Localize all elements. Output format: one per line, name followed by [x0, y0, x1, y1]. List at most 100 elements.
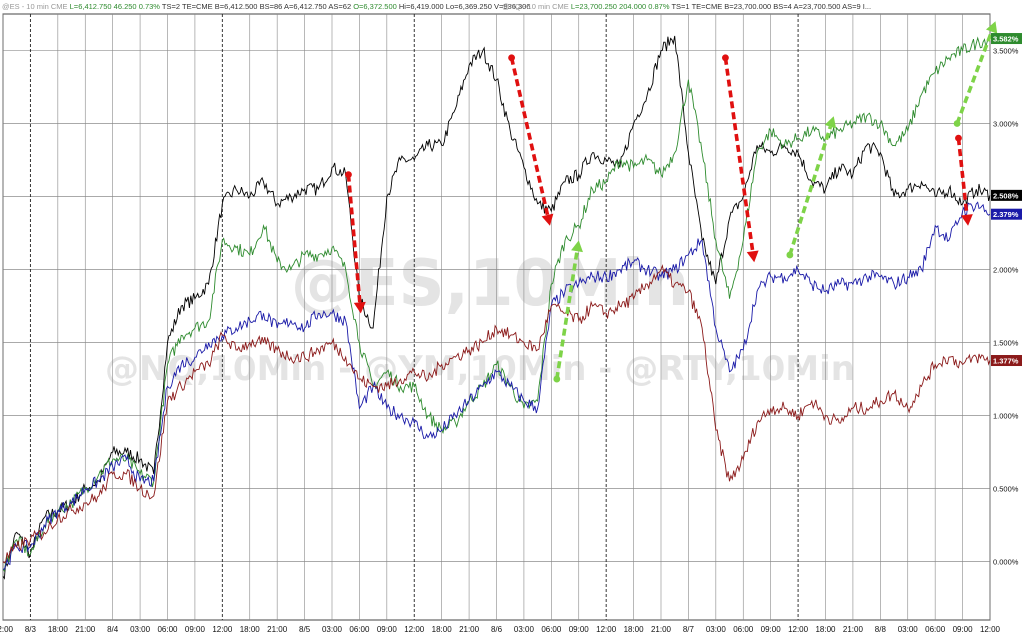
badge-label-rty: 1.377%	[993, 357, 1019, 366]
es-quote-field: 0.73%	[139, 2, 162, 11]
x-tick-label: 03:00	[514, 625, 535, 634]
nq-quote-field: I...	[863, 2, 871, 11]
es-quote-field: 46.250	[114, 2, 139, 11]
nq-quote-field: AS=9	[842, 2, 863, 11]
badge-nq	[991, 33, 1022, 45]
es-quote-field: B=6,412.500	[215, 2, 260, 11]
annotation-arrow-start	[553, 375, 561, 383]
x-tick-label: 18:00	[240, 625, 261, 634]
series-line-es	[2, 35, 991, 580]
x-tick-label: 12:00	[0, 625, 14, 634]
annotation-arrow-start	[345, 171, 352, 179]
y-tick-label: 3.000%	[993, 120, 1019, 129]
x-tick-label: 8/4	[107, 625, 119, 634]
nq-quote-symbol: @NQ - 10 min CME	[502, 2, 571, 11]
annotation-arrow-up	[955, 30, 994, 125]
annotation-arrow-start	[953, 120, 961, 127]
x-tick-label: 8/7	[683, 625, 695, 634]
es-quote-field: Hi=6,419.000	[399, 2, 446, 11]
badge-label-nq: 3.582%	[993, 35, 1019, 44]
x-tick-label: 21:00	[75, 625, 96, 634]
nq-quote-field: TS=1	[671, 2, 691, 11]
x-tick-label: 21:00	[843, 625, 864, 634]
y-tick-label: 0.500%	[993, 485, 1019, 494]
x-tick-label: 12:00	[404, 625, 425, 634]
annotation-arrow-start	[955, 134, 962, 142]
x-tick-label: 21:00	[651, 625, 672, 634]
nq-quote-field: B=23,700.000	[724, 2, 773, 11]
y-tick-label: 0.000%	[993, 558, 1019, 567]
series-line-ym	[2, 201, 991, 570]
x-tick-label: 06:00	[541, 625, 562, 634]
es-quote-field: TE=CME	[182, 2, 215, 11]
x-tick-label: 03:00	[130, 625, 151, 634]
nq-quote-field: L=23,700.250	[571, 2, 619, 11]
x-tick-label: 18:00	[815, 625, 836, 634]
annotation-arrow-head	[353, 301, 366, 314]
x-tick-label: 21:00	[267, 625, 288, 634]
nq-quote-field: TE=CME	[692, 2, 725, 11]
x-tick-label: 12:00	[596, 625, 617, 634]
x-tick-label: 18:00	[48, 625, 69, 634]
annotation-arrow-head	[541, 213, 554, 226]
es-quote-field: O=6,372.500	[353, 2, 399, 11]
x-tick-label: 8/5	[299, 625, 311, 634]
x-tick-label: 18:00	[624, 625, 645, 634]
x-tick-label: 03:00	[706, 625, 727, 634]
es-quote-field: BS=86	[260, 2, 284, 11]
x-axis: 12:00 8/3 18:00 21:00 8/4 03:00 06:00 09:00 12:0…	[0, 625, 1001, 634]
x-tick-label: 8/3	[25, 625, 37, 634]
y-tick-label: 1.000%	[993, 412, 1019, 421]
badge-es	[991, 189, 1022, 201]
quote-header: @ES - 10 min CME L=6,412.750 46.250 0.73…	[2, 2, 871, 11]
x-tick-label: 12:00	[788, 625, 809, 634]
watermark-main: @ES,10Min	[291, 247, 689, 321]
annotation-arrow-start	[722, 54, 729, 62]
last-value-badges: 3.582% 2.508% 2.379% 1.377%	[991, 33, 1022, 367]
y-tick-label: 1.500%	[993, 339, 1019, 348]
x-tick-label: 03:00	[322, 625, 343, 634]
nq-quote-field: BS=4	[773, 2, 793, 11]
x-tick-label: 06:00	[733, 625, 754, 634]
annotation-arrow-start	[508, 54, 515, 62]
badge-ym	[991, 208, 1022, 220]
annotation-arrow-up	[788, 126, 833, 256]
watermark-sub: @NQ,10Min - @YM,10Min - @RTY,10Min	[105, 349, 855, 389]
x-tick-label: 09:00	[569, 625, 590, 634]
x-tick-label: 18:00	[432, 625, 453, 634]
x-tick-label: 12:00	[980, 625, 1001, 634]
nq-quote-field: 0.87%	[648, 2, 671, 11]
es-quote-field: TS=2	[162, 2, 182, 11]
es-quote-field: AS=62	[328, 2, 353, 11]
annotation-arrow-down	[509, 57, 550, 216]
x-tick-label: 8/8	[875, 625, 887, 634]
es-quote-text: @ES - 10 min CME L=6,412.750 46.250 0.73…	[2, 2, 530, 11]
x-tick-label: 06:00	[925, 625, 946, 634]
annotation-arrow-head	[746, 250, 759, 263]
x-tick-label: 09:00	[761, 625, 782, 634]
es-quote-field: L=6,412.750	[70, 2, 114, 11]
nq-quote-field: A=23,700.500	[794, 2, 843, 11]
x-tick-label: 06:00	[349, 625, 370, 634]
nq-quote-text: @NQ - 10 min CME L=23,700.250 204.000 0.…	[502, 2, 871, 11]
annotation-arrow-start	[786, 251, 794, 259]
es-quote-field: V=936,306	[494, 2, 531, 11]
x-tick-label: 8/6	[491, 625, 503, 634]
y-tick-label: 3.500%	[993, 47, 1019, 56]
es-quote-field: A=6,412.750	[284, 2, 328, 11]
es-quote-field: Lo=6,369.250	[446, 2, 494, 11]
es-quote-symbol: @ES - 10 min CME	[2, 2, 70, 11]
grid	[2, 13, 991, 621]
arrow-layer	[345, 21, 998, 383]
x-tick-label: 09:00	[953, 625, 974, 634]
annotation-arrow-head	[824, 116, 837, 129]
badge-label-ym: 2.379%	[993, 210, 1019, 219]
annotation-arrow-head	[571, 240, 583, 253]
badge-rty	[991, 355, 1022, 367]
x-tick-label: 12:00	[212, 625, 233, 634]
x-tick-label: 21:00	[459, 625, 480, 634]
y-tick-label: 2.000%	[993, 266, 1019, 275]
series-line-rty	[2, 264, 991, 564]
